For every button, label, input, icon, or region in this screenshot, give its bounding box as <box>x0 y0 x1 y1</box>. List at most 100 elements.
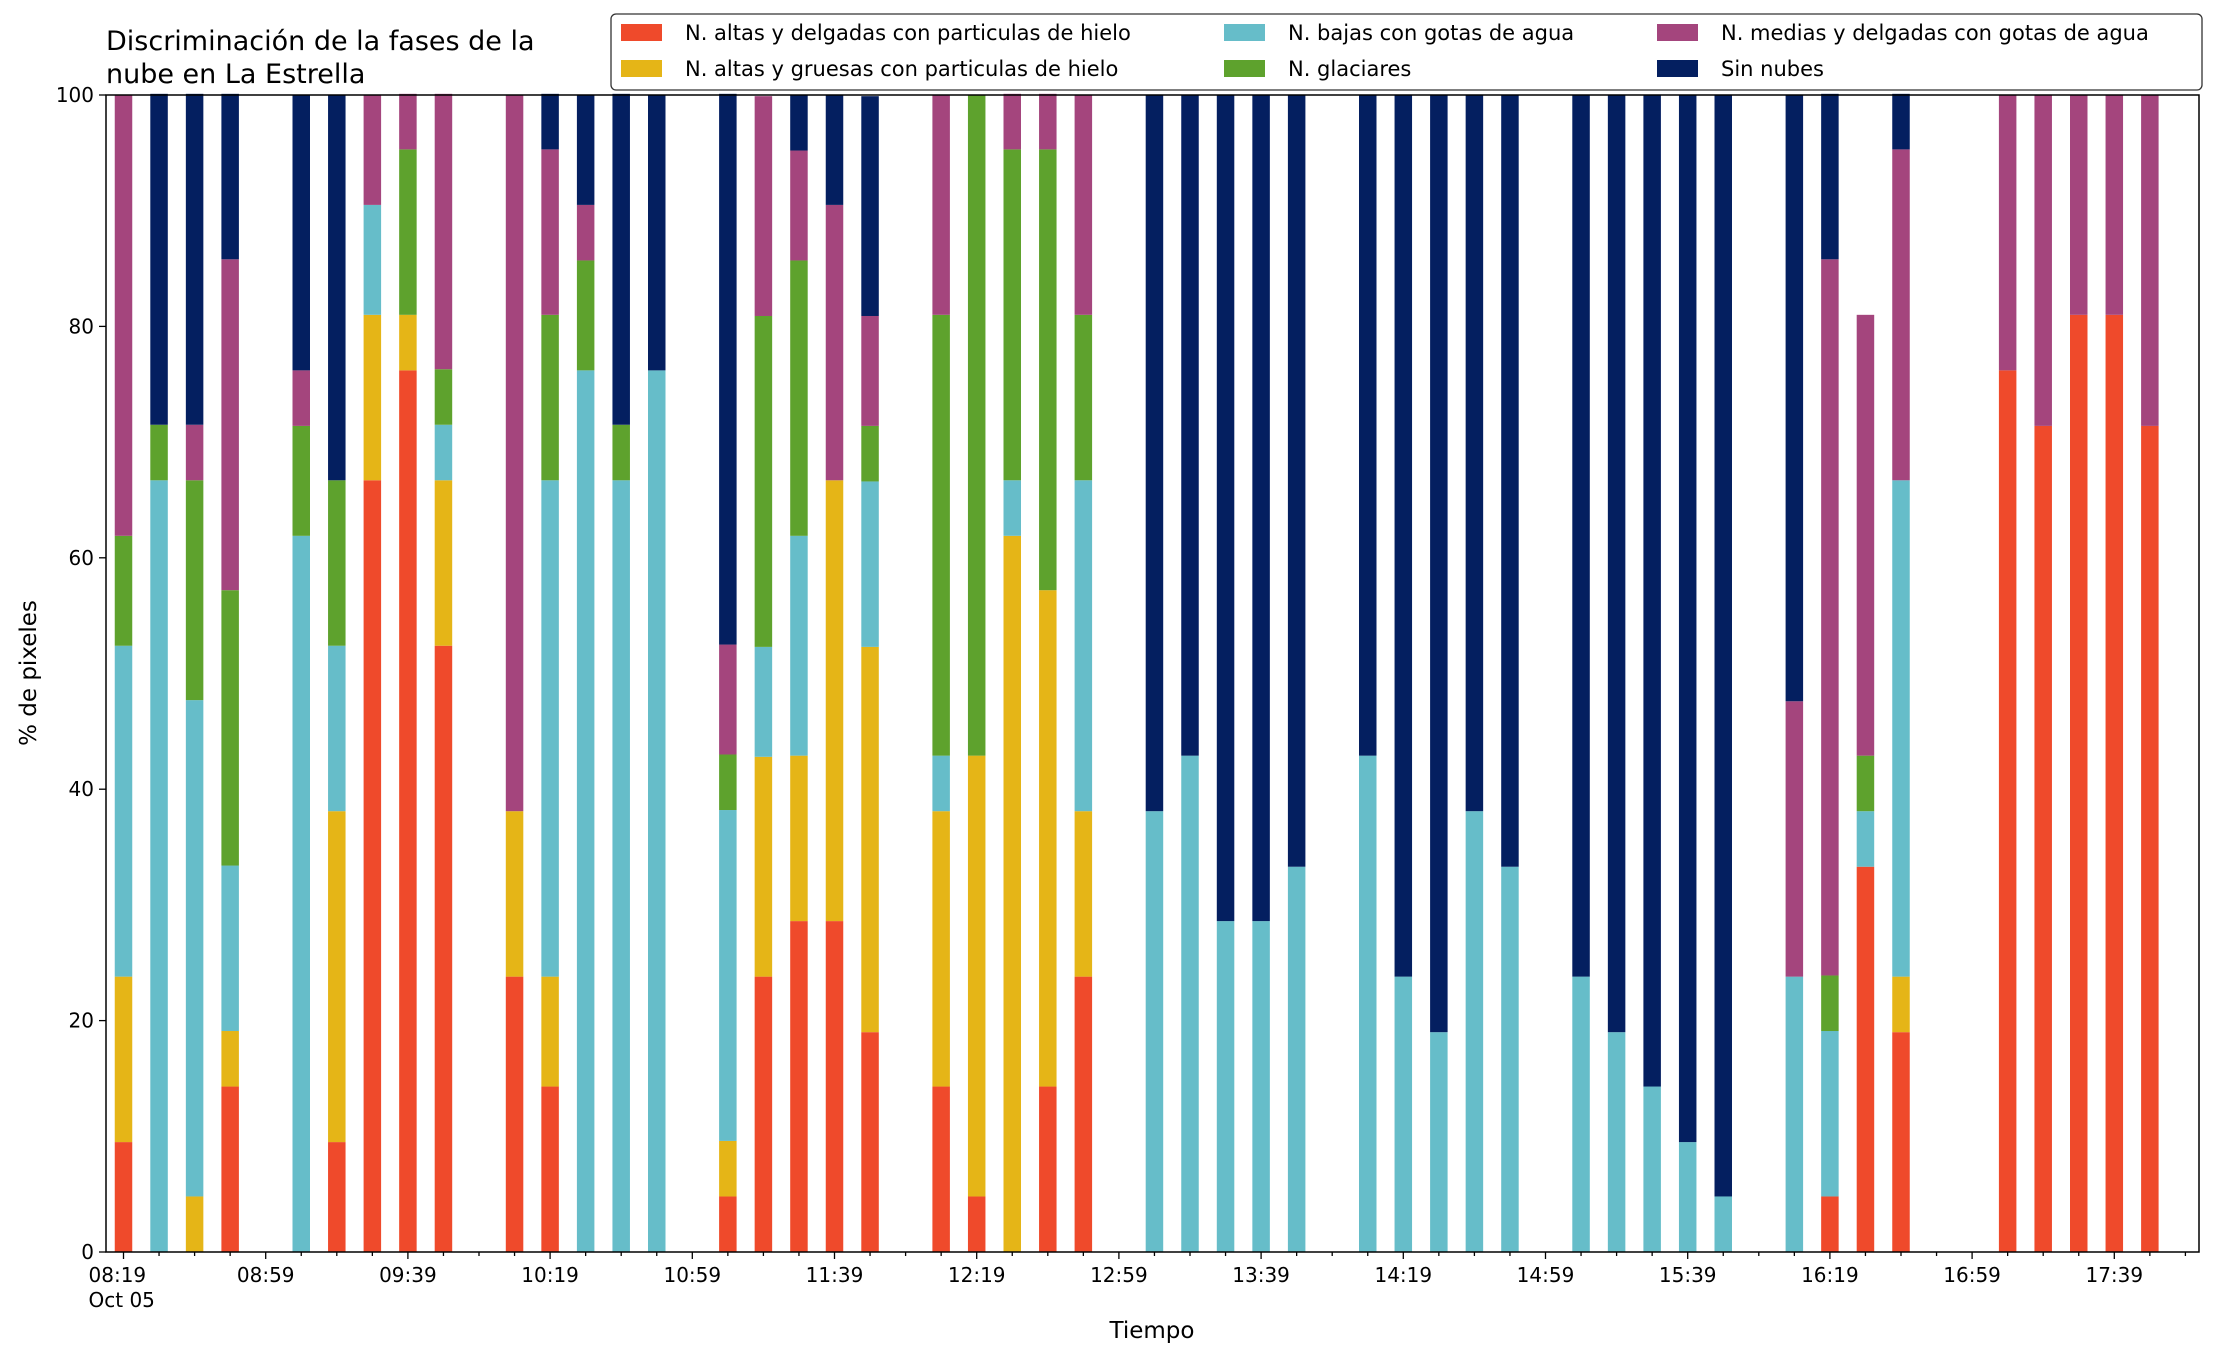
bar-segment <box>1643 1086 1661 1252</box>
bar-segment <box>1039 149 1057 591</box>
y-axis-label: % de pixeles <box>16 600 42 746</box>
x-tick-sublabel: Oct 05 <box>89 1288 155 1312</box>
bar-segment <box>221 93 239 260</box>
bar-segment <box>967 1196 986 1252</box>
bar-segment <box>399 149 417 315</box>
bar-segment <box>328 1142 346 1252</box>
bar-segment <box>1074 976 1093 1252</box>
bar-segment <box>328 645 346 812</box>
bar-segment <box>790 95 808 151</box>
x-tick-label: 16:19 <box>1801 1263 1859 1287</box>
bar-segment <box>328 95 346 481</box>
bar-segment <box>648 370 666 1252</box>
bar-segment <box>1892 480 1910 977</box>
x-tick-label: 09:39 <box>379 1263 437 1287</box>
bar-segment <box>1607 95 1626 1033</box>
bar-segment <box>861 1032 879 1252</box>
legend-swatch <box>1224 24 1265 41</box>
bar-segment <box>1785 95 1804 702</box>
bar-segment <box>114 1142 133 1252</box>
bar-segment <box>185 480 204 701</box>
bar-segment <box>1856 755 1875 812</box>
bar-segment <box>1145 95 1164 812</box>
bar-segment <box>1039 590 1057 1087</box>
bar-segment <box>1892 976 1910 1033</box>
bar-segment <box>861 425 879 482</box>
bar-segment <box>292 370 310 426</box>
bar-segment <box>114 535 133 646</box>
bar-segment <box>1572 976 1590 1252</box>
bar-segment <box>612 424 630 481</box>
bar-segment <box>1216 921 1235 1252</box>
bar-segment <box>754 96 773 316</box>
bar-segment <box>1074 314 1093 481</box>
legend-swatch <box>1224 60 1265 77</box>
bar-segment <box>1998 370 2017 1252</box>
bar-segment <box>1465 811 1484 1252</box>
bar-segment <box>719 1196 737 1252</box>
bar-segment <box>967 95 986 756</box>
bar-segment <box>861 646 879 1033</box>
bar-segment <box>754 976 773 1252</box>
x-tick-label: 16:59 <box>1943 1263 2001 1287</box>
bar-segment <box>576 95 595 205</box>
bar-segment <box>1856 811 1875 867</box>
bar-segment <box>185 1196 204 1252</box>
bar-segment <box>1678 95 1697 1143</box>
bar-segment <box>114 95 133 536</box>
bar-segment <box>861 315 879 426</box>
bar-segment <box>932 755 950 812</box>
bar-segment <box>1216 95 1235 922</box>
bar-segment <box>1501 95 1519 867</box>
bar-segment <box>1821 975 1839 1032</box>
bar-segment <box>932 314 950 756</box>
bar-segment <box>825 921 844 1252</box>
plot-frame <box>105 94 2200 1253</box>
legend-label: N. medias y delgadas con gotas de agua <box>1721 21 2149 45</box>
bar-segment <box>576 260 595 371</box>
bar-segment <box>1003 480 1021 536</box>
bar-segment <box>1181 95 1199 756</box>
bar-segment <box>221 1031 239 1087</box>
bar-segment <box>1074 811 1093 977</box>
x-tick-label: 08:59 <box>237 1263 295 1287</box>
bar-segment <box>434 93 453 370</box>
bar-segment <box>1359 755 1377 1252</box>
bar-segment <box>292 425 310 536</box>
bar-segment <box>1181 755 1199 1252</box>
bar-segment <box>1074 480 1093 812</box>
bar-segment <box>790 755 808 922</box>
bar-segment <box>2141 95 2159 426</box>
bar-segment <box>434 424 453 481</box>
y-tick-label: 40 <box>69 777 94 801</box>
bar-segment <box>1003 93 1021 150</box>
bar-segment <box>363 204 382 315</box>
bar-segment <box>1821 1196 1839 1252</box>
bar-segment <box>1430 1032 1448 1252</box>
bar-segment <box>2105 314 2124 1253</box>
y-tick-label: 80 <box>69 314 94 338</box>
bar-segment <box>1998 95 2017 371</box>
bar-segment <box>292 95 310 371</box>
bar-segment <box>719 644 737 755</box>
bar-segment <box>221 590 239 866</box>
x-tick-label: 11:39 <box>806 1263 864 1287</box>
bar-segment <box>932 1086 950 1252</box>
bar-segment <box>1714 95 1732 1197</box>
bar-segment <box>790 150 808 261</box>
bar-segment <box>790 260 808 536</box>
bar-segment <box>505 95 524 812</box>
bar-segment <box>932 95 950 315</box>
bar-segment <box>1714 1196 1732 1252</box>
bar-segment <box>1394 95 1413 977</box>
bar-segment <box>505 811 524 977</box>
x-tick-label: 08:19 <box>89 1263 147 1287</box>
bar-segment <box>1892 149 1910 481</box>
bar-segment <box>825 480 844 922</box>
bar-segment <box>328 811 346 1143</box>
x-tick-label: 14:59 <box>1517 1263 1575 1287</box>
bar-segment <box>719 754 737 811</box>
legend-swatch <box>621 60 662 77</box>
bar-segment <box>185 424 204 481</box>
